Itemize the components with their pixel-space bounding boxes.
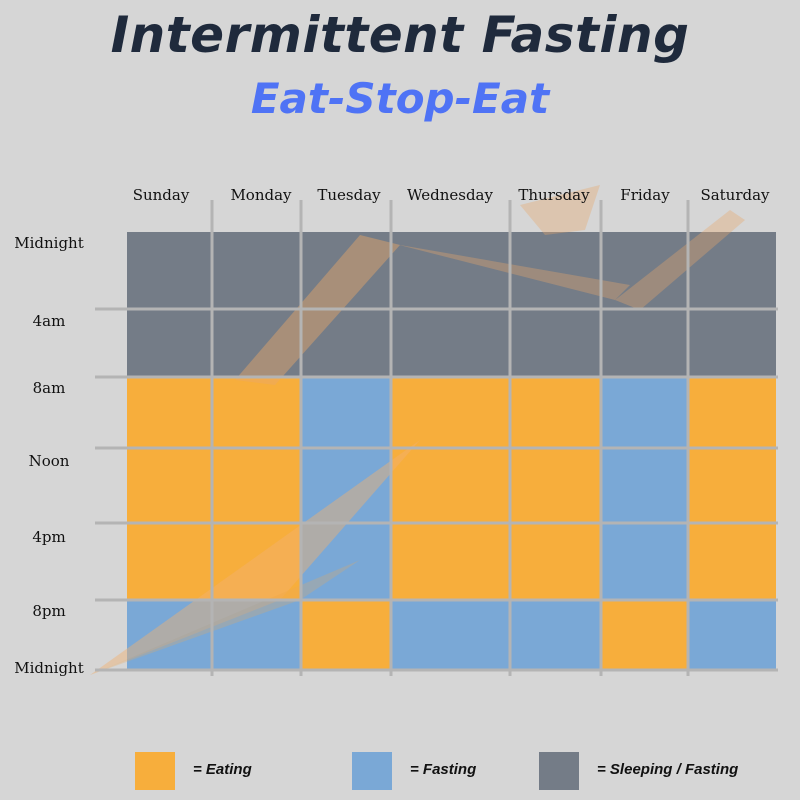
cell-friday-2-fasting bbox=[601, 377, 688, 448]
day-label-wednesday: Wednesday bbox=[407, 186, 493, 204]
cell-saturday-5-fasting bbox=[688, 600, 776, 670]
cell-sunday-3-eating bbox=[127, 448, 212, 523]
cell-monday-4-eating bbox=[212, 523, 301, 600]
cell-thursday-5-fasting bbox=[510, 600, 601, 670]
legend-label-sleeping: = Sleeping / Fasting bbox=[597, 761, 739, 778]
cell-wednesday-1-sleeping bbox=[391, 309, 510, 377]
cell-tuesday-3-fasting bbox=[301, 448, 391, 523]
time-label-3: Noon bbox=[29, 452, 70, 470]
legend-swatch-eating bbox=[135, 752, 175, 790]
cell-tuesday-5-eating bbox=[301, 600, 391, 670]
cell-monday-2-eating bbox=[212, 377, 301, 448]
cell-sunday-0-sleeping bbox=[127, 232, 212, 309]
day-label-saturday: Saturday bbox=[700, 186, 770, 204]
cell-friday-1-sleeping bbox=[601, 309, 688, 377]
cell-sunday-4-eating bbox=[127, 523, 212, 600]
cell-sunday-2-eating bbox=[127, 377, 212, 448]
cell-friday-3-fasting bbox=[601, 448, 688, 523]
time-label-2: 8am bbox=[33, 379, 66, 397]
cell-wednesday-0-sleeping bbox=[391, 232, 510, 309]
cell-sunday-5-fasting bbox=[127, 600, 212, 670]
time-label-4: 4pm bbox=[32, 528, 65, 546]
time-label-6: Midnight bbox=[14, 659, 84, 677]
legend-label-fasting: = Fasting bbox=[410, 761, 477, 778]
cell-thursday-2-eating bbox=[510, 377, 601, 448]
time-labels: Midnight 4am 8am Noon 4pm 8pm Midnight bbox=[14, 234, 84, 677]
time-label-5: 8pm bbox=[32, 602, 65, 620]
cell-monday-3-eating bbox=[212, 448, 301, 523]
cell-sunday-1-sleeping bbox=[127, 309, 212, 377]
cell-wednesday-2-eating bbox=[391, 377, 510, 448]
day-labels: Sunday Monday Tuesday Wednesday Thursday Frid… bbox=[133, 186, 770, 204]
day-label-friday: Friday bbox=[620, 186, 670, 204]
day-label-monday: Monday bbox=[230, 186, 292, 204]
cell-thursday-4-eating bbox=[510, 523, 601, 600]
schedule-cells bbox=[127, 232, 776, 670]
day-label-tuesday: Tuesday bbox=[317, 186, 381, 204]
day-label-sunday: Sunday bbox=[133, 186, 190, 204]
cell-saturday-2-eating bbox=[688, 377, 776, 448]
cell-tuesday-4-fasting bbox=[301, 523, 391, 600]
day-label-thursday: Thursday bbox=[518, 186, 590, 204]
schedule-grid: Sunday Monday Tuesday Wednesday Thursday Frid… bbox=[14, 185, 778, 677]
cell-thursday-0-sleeping bbox=[510, 232, 601, 309]
cell-tuesday-1-sleeping bbox=[301, 309, 391, 377]
cell-saturday-1-sleeping bbox=[688, 309, 776, 377]
cell-monday-1-sleeping bbox=[212, 309, 301, 377]
watermark-logo bbox=[90, 185, 745, 675]
time-label-0: Midnight bbox=[14, 234, 84, 252]
cell-monday-0-sleeping bbox=[212, 232, 301, 309]
chart-title: Intermittent Fasting bbox=[110, 6, 690, 64]
cell-wednesday-3-eating bbox=[391, 448, 510, 523]
cell-friday-0-sleeping bbox=[601, 232, 688, 309]
cell-thursday-3-eating bbox=[510, 448, 601, 523]
legend-swatch-fasting bbox=[352, 752, 392, 790]
cell-friday-4-fasting bbox=[601, 523, 688, 600]
cell-tuesday-0-sleeping bbox=[301, 232, 391, 309]
cell-wednesday-4-eating bbox=[391, 523, 510, 600]
cell-monday-5-fasting bbox=[212, 600, 301, 670]
cell-friday-5-eating bbox=[601, 600, 688, 670]
cell-thursday-1-sleeping bbox=[510, 309, 601, 377]
cell-tuesday-2-fasting bbox=[301, 377, 391, 448]
time-label-1: 4am bbox=[33, 312, 66, 330]
cell-saturday-0-sleeping bbox=[688, 232, 776, 309]
grid-lines bbox=[95, 200, 778, 676]
cell-saturday-3-eating bbox=[688, 448, 776, 523]
legend-label-eating: = Eating bbox=[193, 761, 252, 778]
legend-swatch-sleeping bbox=[539, 752, 579, 790]
cell-saturday-4-eating bbox=[688, 523, 776, 600]
chart-subtitle: Eat-Stop-Eat bbox=[250, 74, 550, 123]
cell-wednesday-5-fasting bbox=[391, 600, 510, 670]
